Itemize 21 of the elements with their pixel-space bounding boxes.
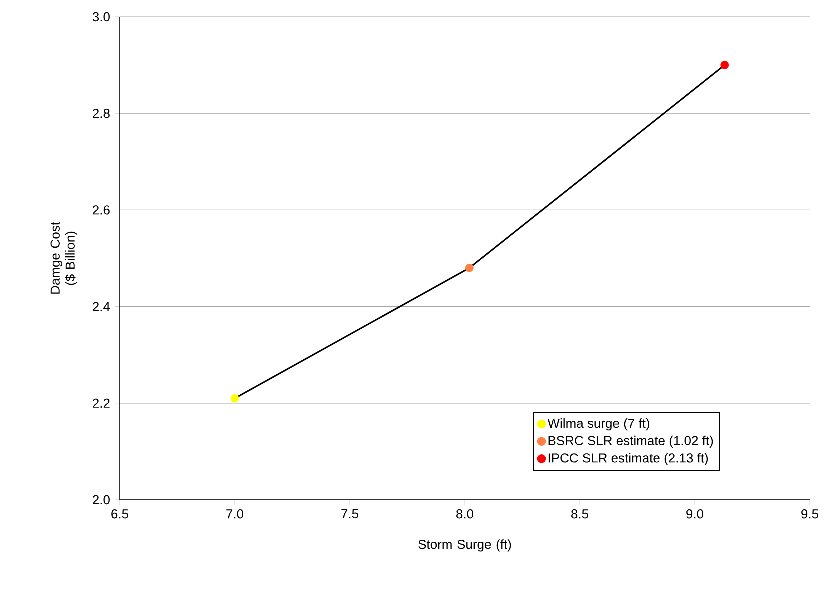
y-tick-label: 3.0: [92, 12, 110, 22]
x-tick-label: 9.0: [686, 510, 704, 519]
point: [720, 61, 730, 70]
legend-label: Wilma surge (7 ft): [548, 418, 650, 431]
y-axis-title: Damge Cost ($ Billion): [50, 222, 78, 294]
legend-label: IPCC SLR estimate (2.13 ft): [548, 453, 708, 466]
x-tick-label: 8.0: [456, 510, 474, 519]
y-tick-label: 2.8: [93, 108, 110, 118]
y-tick-label: 2.4: [93, 302, 110, 312]
y-tick-label: 2.6: [93, 206, 110, 215]
point: [230, 394, 240, 403]
legend-label: BSRC SLR estimate (1.02 ft): [548, 436, 714, 448]
x-tick-label: 8.5: [572, 510, 588, 519]
x-tick-label: 7.0: [226, 510, 244, 519]
y-tick-label: 2.2: [93, 398, 110, 408]
y-tick-label: 2.0: [93, 495, 110, 505]
x-axis-title: Storm Surge (ft): [418, 540, 512, 552]
point: [465, 264, 474, 272]
x-tick-label: 9.5: [802, 510, 819, 519]
x-tick-label: 6.5: [112, 510, 128, 519]
x-tick-label: 7.5: [342, 510, 358, 519]
